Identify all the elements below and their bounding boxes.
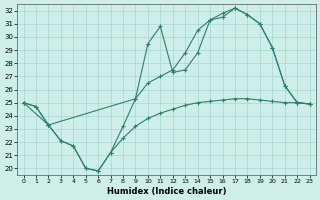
- X-axis label: Humidex (Indice chaleur): Humidex (Indice chaleur): [107, 187, 226, 196]
